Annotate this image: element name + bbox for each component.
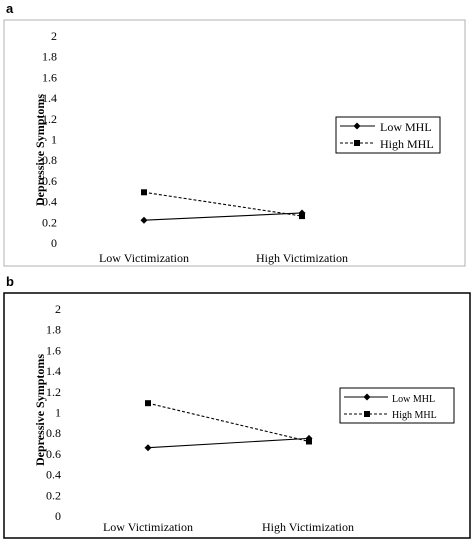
panel-b-legend — [339, 387, 455, 424]
panel-a-y-tick-label: 0 — [51, 236, 57, 250]
panel-b-legend-marker-high-mhl — [364, 411, 370, 417]
panel-b-legend-marker-low-mhl — [363, 393, 371, 401]
panel-a-chart: Depressive Symptoms Low Victimization Hi… — [3, 19, 466, 267]
panel-b-series-low-mhl-point — [144, 444, 152, 452]
panel-a-x-tick-low: Low Victimization — [99, 251, 189, 265]
panel-a-legend-marker-high-mhl — [354, 140, 360, 146]
panel-a-series-low-mhl-line — [143, 212, 303, 221]
panel-a-y-tick-label: 1 — [51, 133, 57, 147]
panel-a-y-tick-label: 0.6 — [42, 174, 57, 188]
panel-b-y-tick-label: 1.8 — [46, 323, 61, 337]
panel-b-series-low-mhl-line — [147, 437, 310, 449]
panel-b-legend-label-high-mhl: High MHL — [392, 410, 437, 421]
panel-a-x-tick-high: High Victimization — [256, 251, 348, 265]
panel-a-legend-label-high-mhl: High MHL — [380, 137, 434, 151]
panel-a-y-tick-label: 0.8 — [42, 153, 57, 167]
panel-b-legend-label-low-mhl: Low MHL — [392, 394, 435, 405]
panel-a-y-axis-label: Depressive Symptoms — [33, 94, 47, 206]
panel-b-y-tick-label: 0.2 — [46, 488, 61, 502]
panel-b-y-axis-label: Depressive Symptoms — [33, 354, 47, 466]
panel-a-legend-marker-low-mhl — [353, 122, 361, 130]
panel-b-y-tick-label: 1.4 — [46, 364, 61, 378]
panel-b-y-tick-label: 1 — [55, 406, 61, 420]
panel-a-legend — [335, 116, 441, 154]
panel-a-y-tick-label: 1.8 — [42, 50, 57, 64]
panel-a-series-low-mhl-point — [140, 216, 148, 224]
panel-a-legend-label-low-mhl: Low MHL — [380, 120, 432, 134]
panel-a-y-tick-label: 1.4 — [42, 91, 57, 105]
panel-b-series-high-mhl-point — [145, 400, 151, 407]
panel-b-y-tick-label: 0.6 — [46, 447, 61, 461]
panel-b-chart: Depressive Symptoms Low Victimization Hi… — [3, 292, 471, 539]
panel-b-letter: b — [6, 274, 14, 289]
panel-a-series-high-mhl-line — [143, 191, 303, 217]
panel-a-series-high-mhl-point — [299, 213, 305, 220]
panel-a-y-tick-label: 0.4 — [42, 195, 57, 209]
panel-b-y-tick-label: 0 — [55, 509, 61, 523]
panel-b-x-tick-high: High Victimization — [262, 520, 354, 534]
panel-b-x-tick-low: Low Victimization — [103, 520, 193, 534]
panel-b-series-high-mhl-point — [306, 438, 312, 445]
panel-b-y-tick-label: 2 — [55, 302, 61, 316]
panel-b-y-tick-label: 0.8 — [46, 426, 61, 440]
panel-a-y-tick-label: 0.2 — [42, 215, 57, 229]
panel-a-y-tick-label: 2 — [51, 29, 57, 43]
panel-a-y-tick-label: 1.6 — [42, 70, 57, 84]
panel-b-series-high-mhl-line — [147, 402, 310, 443]
panel-a-y-tick-label: 1.2 — [42, 112, 57, 126]
panel-a-series-high-mhl-point — [141, 189, 147, 196]
panel-b-y-tick-label: 0.4 — [46, 468, 61, 482]
panel-b-y-tick-label: 1.6 — [46, 343, 61, 357]
panel-a-letter: a — [6, 1, 14, 16]
panel-b-y-tick-label: 1.2 — [46, 385, 61, 399]
